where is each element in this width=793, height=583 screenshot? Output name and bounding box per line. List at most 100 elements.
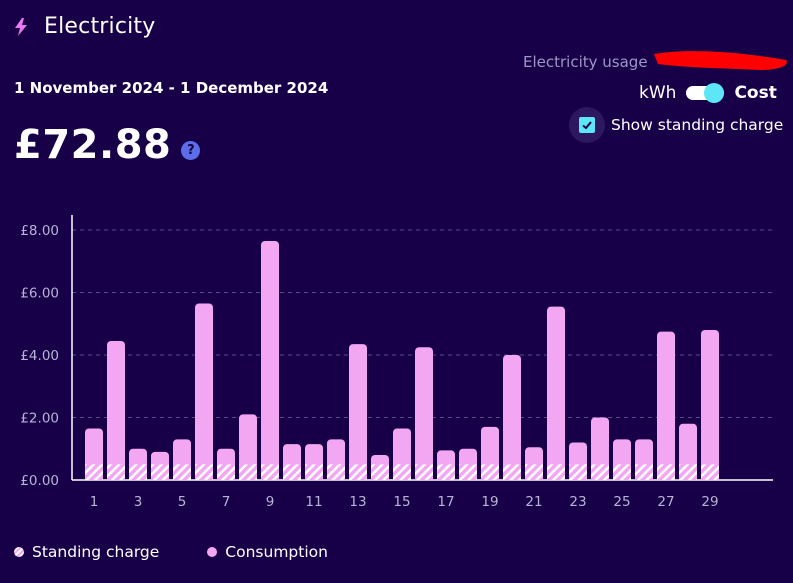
x-tick-label: 5 — [178, 494, 187, 510]
standing-charge-bar — [415, 464, 433, 480]
consumption-bar — [569, 442, 587, 469]
consumption-bar — [261, 240, 279, 469]
consumption-swatch — [207, 547, 218, 557]
consumption-bar — [393, 428, 411, 469]
consumption-bar — [415, 347, 433, 469]
page-title: Electricity — [44, 14, 156, 39]
standing-charge-bar — [107, 464, 125, 480]
consumption-bar — [151, 451, 169, 469]
consumption-bar — [437, 450, 455, 469]
unit-toggle-row: kWh Cost — [639, 83, 777, 103]
standing-charge-row: Show standing charge — [569, 107, 783, 143]
redaction-mark — [654, 51, 787, 70]
standing-charge-checkbox[interactable] — [569, 107, 605, 143]
x-tick-label: 21 — [525, 494, 542, 510]
x-tick-label: 19 — [481, 494, 498, 510]
y-tick-label: £4.00 — [20, 348, 59, 364]
date-range: 1 November 2024 - 1 December 2024 — [14, 79, 329, 97]
standing-charge-bar — [613, 464, 631, 480]
lightning-bolt-icon — [14, 17, 28, 36]
consumption-bar — [613, 439, 631, 469]
standing-charge-bar — [657, 464, 675, 480]
standing-charge-bar — [437, 464, 455, 480]
standing-charge-bar — [569, 464, 587, 480]
consumption-bar — [503, 355, 521, 469]
standing-charge-bar — [371, 464, 389, 480]
consumption-bar — [129, 448, 147, 469]
total-cost: £72.88 — [14, 122, 172, 168]
standing-charge-bar — [393, 464, 411, 480]
legend-item-standing[interactable]: Standing charge — [14, 543, 159, 561]
x-tick-label: 9 — [266, 494, 275, 510]
consumption-bar — [85, 428, 103, 469]
consumption-bar — [283, 444, 301, 469]
unit-label-kwh[interactable]: kWh — [639, 83, 677, 103]
x-tick-label: 17 — [437, 494, 454, 510]
standing-charge-bar — [283, 464, 301, 480]
standing-charge-bar — [503, 464, 521, 480]
consumption-bar — [591, 417, 609, 469]
standing-charge-bar — [261, 464, 279, 480]
consumption-bar — [349, 344, 367, 469]
standing-charge-bar — [305, 464, 323, 480]
consumption-bar — [195, 303, 213, 469]
standing-charge-bar — [151, 464, 169, 480]
consumption-bar — [107, 340, 125, 469]
x-tick-label: 27 — [657, 494, 674, 510]
checkmark-icon — [579, 117, 595, 133]
help-icon[interactable]: ? — [181, 140, 201, 160]
standing-charge-swatch — [14, 547, 24, 557]
standing-charge-bar — [239, 464, 257, 480]
x-tick-label: 23 — [569, 494, 586, 510]
standing-charge-bar — [481, 464, 499, 480]
standing-charge-bar — [701, 464, 719, 480]
chart-legend: Standing charge Consumption — [14, 543, 328, 561]
x-tick-label: 7 — [222, 494, 231, 510]
standing-charge-bar — [525, 464, 543, 480]
unit-toggle[interactable] — [686, 83, 725, 103]
standing-charge-bar — [173, 464, 191, 480]
x-tick-label: 1 — [90, 494, 99, 510]
consumption-bar — [327, 439, 345, 469]
consumption-bar — [305, 444, 323, 469]
y-tick-label: £6.00 — [20, 286, 59, 302]
consumption-bar — [657, 331, 675, 469]
standing-charge-bar — [547, 464, 565, 480]
y-tick-label: £8.00 — [20, 223, 59, 239]
consumption-bar — [459, 448, 477, 469]
x-tick-label: 3 — [134, 494, 143, 510]
consumption-bar — [547, 306, 565, 469]
standing-charge-label[interactable]: Show standing charge — [611, 116, 784, 134]
x-tick-label: 11 — [305, 494, 322, 510]
toggle-knob — [704, 83, 725, 103]
total-row: £72.88 ? — [14, 122, 201, 168]
standing-charge-bar — [679, 464, 697, 480]
consumption-bar — [217, 448, 235, 469]
cost-bar-chart: £0.00£2.00£4.00£6.00£8.001 3 5 7 9 11 13 15 17 19… — [20, 215, 773, 510]
consumption-bar — [525, 447, 543, 469]
legend-label-standing: Standing charge — [32, 543, 160, 561]
x-tick-label: 13 — [349, 494, 366, 510]
standing-charge-bar — [85, 464, 103, 480]
x-tick-label: 29 — [701, 494, 718, 510]
standing-charge-bar — [327, 464, 345, 480]
standing-charge-bar — [635, 464, 653, 480]
y-tick-label: £2.00 — [20, 411, 59, 427]
legend-item-consumption[interactable]: Consumption — [207, 543, 328, 561]
standing-charge-bar — [195, 464, 213, 480]
unit-label-cost[interactable]: Cost — [734, 83, 777, 103]
standing-charge-bar — [129, 464, 147, 480]
standing-charge-bar — [349, 464, 367, 480]
consumption-bar — [635, 439, 653, 469]
consumption-bar — [173, 439, 191, 469]
consumption-bar — [239, 414, 257, 469]
x-tick-label: 15 — [393, 494, 410, 510]
header: Electricity — [14, 14, 155, 39]
standing-charge-bar — [217, 464, 235, 480]
electricity-usage-link[interactable]: Electricity usage — [523, 53, 648, 71]
standing-charge-bar — [459, 464, 477, 480]
consumption-bar — [679, 423, 697, 469]
legend-label-consumption: Consumption — [225, 543, 328, 561]
consumption-bar — [701, 330, 719, 469]
consumption-bar — [481, 426, 499, 469]
